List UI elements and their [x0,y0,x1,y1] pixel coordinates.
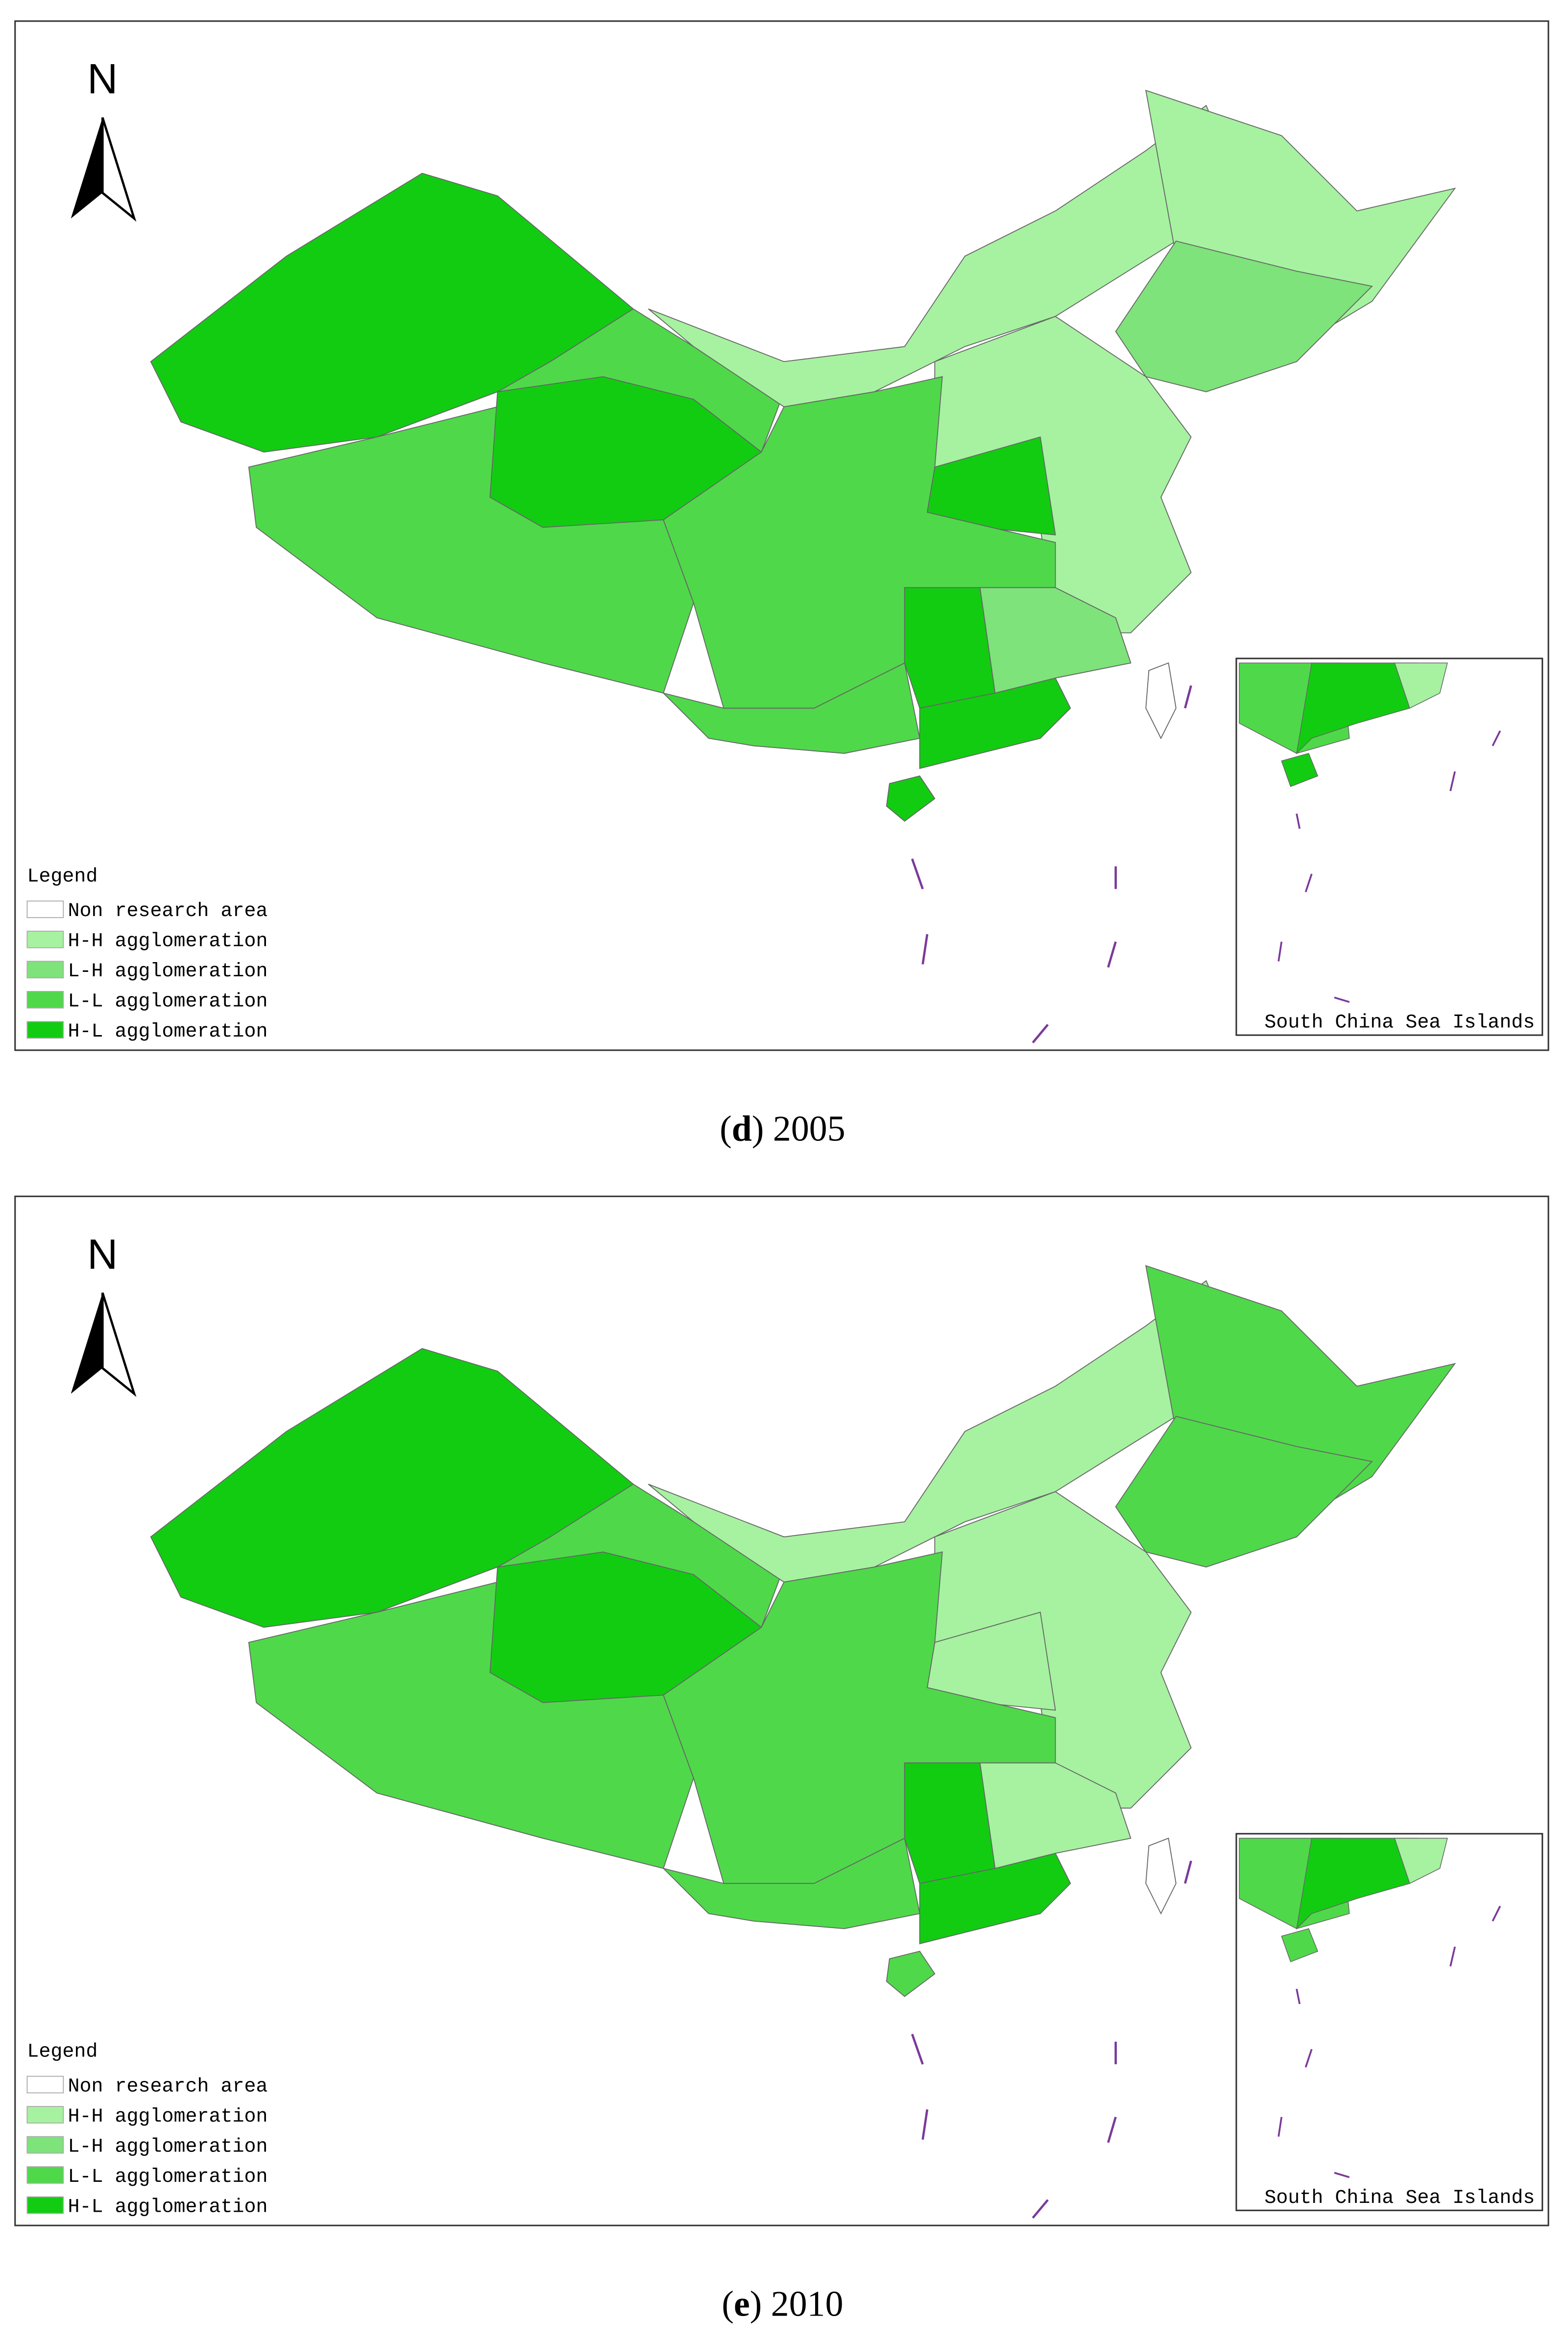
boundary-dash [1334,996,1350,1003]
inset-island [1281,753,1319,787]
legend-swatch [26,2076,64,2094]
legend-label: H-L agglomeration [68,1021,268,1043]
boundary-dash [1183,1860,1192,1884]
boundary-dash [921,934,929,965]
legend-swatch [26,930,64,948]
legend-label: H-H agglomeration [68,931,268,953]
boundary-dash [1032,1024,1049,1043]
north-arrow-left [71,1293,103,1394]
inset-island [1281,1928,1319,1962]
caption-part: ( [720,1108,732,1148]
legend-swatch [26,991,64,1009]
caption-part: d [732,1108,752,1148]
legend-label: Non research area [68,2076,268,2098]
north-arrow-right [101,1292,137,1397]
boundary-dash [1107,2116,1117,2143]
boundary-dash [921,2109,929,2140]
legend-swatch [26,2106,64,2124]
legend-label: L-H agglomeration [68,2136,268,2158]
boundary-dash [1107,941,1117,968]
region [1145,662,1177,740]
map-panel: N South China Sea Islands Legend Non resear… [14,20,1549,1148]
inset-label: South China Sea Islands [1264,1012,1535,1034]
region [1115,1416,1373,1568]
boundary-dash [911,858,924,890]
boundary-dash [1449,771,1456,792]
region [979,587,1132,694]
boundary-dash [1032,2199,1049,2219]
boundary-dash [1278,2117,1283,2137]
caption-part: ) 2005 [752,1108,845,1148]
region [886,775,936,822]
caption-part: ) 2010 [750,2284,844,2324]
legend-swatch [26,961,64,979]
caption-part: ( [722,2284,734,2324]
legend-label: L-L agglomeration [68,991,268,1013]
boundary-dash [1183,685,1192,709]
region [904,1762,996,1884]
legend-label: H-L agglomeration [68,2196,268,2218]
boundary-dash [1296,813,1301,829]
inset-label: South China Sea Islands [1264,2187,1535,2209]
boundary-dash [1334,2172,1350,2178]
north-label: N [87,56,118,103]
legend-label: L-L agglomeration [68,2166,268,2188]
inset-region [1394,1837,1448,1884]
legend-label: H-H agglomeration [68,2106,268,2128]
region [979,1762,1132,1869]
boundary-dash [1278,942,1283,962]
legend-label: Non research area [68,900,268,922]
boundary-dash [1449,1946,1456,1967]
north-arrow-left [71,117,103,219]
region [886,1951,936,1997]
caption: (d) 2005 [720,1108,845,1148]
boundary-dash [1304,2049,1313,2068]
legend-label: L-H agglomeration [68,961,268,983]
north-label: N [87,1231,118,1278]
boundary-dash [1492,1906,1501,1922]
legend-title: Legend [27,866,97,888]
region [1145,1837,1177,1915]
boundary-dash [911,2033,924,2065]
legend-swatch [26,1021,64,1039]
boundary-dash [1296,1988,1301,2005]
inset-region [1394,662,1448,709]
north-arrow-right [101,117,137,222]
legend-swatch [26,900,64,918]
region [1115,241,1373,392]
region [904,587,996,709]
map-panel: N South China Sea Islands Legend Non resear… [14,1195,1549,2324]
legend-swatch [26,2166,64,2184]
caption-part: e [734,2284,750,2324]
caption: (e) 2010 [722,2284,843,2324]
boundary-dash [1492,730,1501,747]
boundary-dash [1304,873,1313,893]
legend-swatch [26,2196,64,2214]
legend-title: Legend [27,2041,97,2063]
legend-swatch [26,2136,64,2154]
